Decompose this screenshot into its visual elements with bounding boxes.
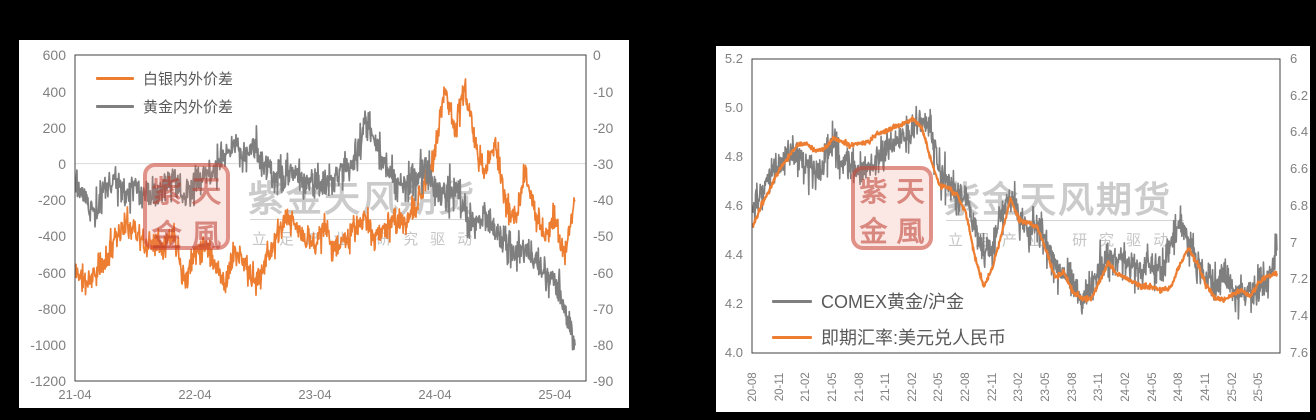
y-axis-tick-right: -20 [593,119,614,136]
y-axis-tick-left: 200 [42,119,66,136]
y-axis-tick-left: -1200 [30,373,66,390]
y-axis-tick-right: 7.4 [1290,308,1309,324]
x-axis-tick: 25-02 [1226,372,1239,402]
y-axis-tick-left: 4.4 [724,246,743,262]
x-axis-tick: 23-05 [1040,372,1053,402]
legend-item: 即期汇率:美元兑人民币 [772,324,1006,350]
ratio-fx-chart-legend: COMEX黄金/沪金即期汇率:美元兑人民币 [772,288,1006,350]
watermark-brand-text: 紫金天风期货 [944,179,1173,220]
series-line-COMEX黄金/沪金 [752,105,1278,320]
seal-char: 風 [896,215,925,248]
y-axis-tick-right: 6 [1290,50,1298,66]
y-axis-tick-left: 0 [58,155,66,172]
x-axis-tick: 22-02 [906,372,919,402]
y-axis-tick-right: -10 [593,83,614,100]
y-axis-tick-right: 7.2 [1290,271,1309,287]
spread-chart-legend: 白银内外价差 黄金内外价差 [96,68,233,117]
x-axis-tick: 22-04 [178,387,212,402]
x-axis-tick: 20-11 [773,372,786,402]
y-axis-tick-left: -600 [37,264,66,281]
legend-label: COMEX黄金/沪金 [821,292,965,312]
x-axis-tick: 21-02 [800,372,813,402]
x-axis-tick: 23-04 [298,387,332,402]
y-axis-tick-left: -400 [37,228,66,245]
x-axis-tick: 22-08 [960,372,973,402]
y-axis-tick-right: -60 [593,264,614,281]
x-axis-tick: 22-11 [986,372,999,402]
x-axis-tick: 20-08 [747,372,759,402]
y-axis-tick-left: 4.6 [724,197,743,213]
x-axis-tick: 21-04 [58,387,92,402]
seal-char: 金 [859,215,888,248]
watermark-seal-stamp: 紫 天 金 風 [851,166,933,250]
watermark-seal-stamp: 紫 天 金 風 [143,163,230,254]
x-axis-tick: 23-08 [1066,372,1079,402]
watermark-tagline: 立足产业 研究驱动 [948,232,1181,249]
plot-border [74,54,587,382]
y-axis-tick-left: 4.0 [724,344,743,360]
legend-label: 白银内外价差 [143,71,234,88]
series-line-黄金内外价差 [75,110,576,351]
y-axis-tick-right: 0 [593,47,601,64]
seal-char: 金 [151,219,182,254]
legend-label: 即期汇率:美元兑人民币 [821,328,1006,348]
y-axis-tick-left: 600 [42,47,66,64]
x-axis-tick: 24-08 [1173,372,1186,402]
x-axis-tick: 23-11 [1093,372,1106,402]
plot-border [751,58,1281,354]
y-axis-tick-right: 6.2 [1290,87,1309,103]
x-axis-tick: 21-08 [853,372,866,402]
x-axis-tick: 21-05 [826,372,839,402]
x-axis-tick: 21-11 [880,372,893,402]
x-axis-tick: 25-05 [1253,372,1266,402]
y-axis-tick-right: 7 [1290,234,1298,250]
seal-char: 風 [191,219,222,254]
x-axis-tick: 24-05 [1146,372,1159,402]
x-axis-tick: 24-11 [1199,372,1212,402]
x-axis-tick: 24-02 [1119,372,1132,402]
y-axis-tick-left: 5.0 [724,99,743,115]
series-line-即期汇率:美元兑人民币 [752,116,1278,303]
y-axis-tick-right: -90 [593,373,614,390]
y-axis-tick-left: 400 [42,83,66,100]
watermark-divider [946,220,1184,221]
legend-item: 白银内外价差 [96,68,233,89]
legend-swatch [772,335,812,339]
y-axis-tick-right: 7.6 [1290,344,1309,360]
x-axis-tick: 25-04 [538,387,572,402]
seal-char: 紫 [151,175,182,210]
x-axis-tick: 22-05 [933,372,946,402]
y-axis-tick-right: -30 [593,155,614,172]
y-axis-tick-left: 5.2 [724,50,743,66]
seal-char: 紫 [859,175,888,208]
legend-item: COMEX黄金/沪金 [772,288,1006,314]
series-line-白银内外价差 [75,78,576,297]
seal-char: 天 [191,175,222,210]
y-axis-tick-right: 6.6 [1290,161,1309,177]
y-axis-tick-left: -1000 [30,337,66,354]
ratio-fx-chart-panel [716,46,1310,412]
x-axis-tick: 24-04 [418,387,452,402]
legend-swatch [96,105,134,108]
legend-label: 黄金内外价差 [143,99,234,116]
y-axis-tick-right: 6.8 [1290,197,1309,213]
legend-swatch [96,77,134,80]
y-axis-tick-left: 4.2 [724,295,743,311]
y-axis-tick-left: 4.8 [724,148,743,164]
y-axis-tick-right: -50 [593,228,614,245]
legend-item: 黄金内外价差 [96,96,233,117]
y-axis-tick-right: 6.4 [1290,124,1309,140]
y-axis-tick-left: -200 [37,192,66,209]
y-axis-tick-left: -800 [37,300,66,317]
y-axis-tick-right: -40 [593,192,614,209]
x-axis-tick: 23-02 [1013,372,1026,402]
y-axis-tick-right: -70 [593,300,614,317]
seal-char: 天 [896,175,925,208]
y-axis-tick-right: -80 [593,337,614,354]
legend-swatch [772,299,812,303]
